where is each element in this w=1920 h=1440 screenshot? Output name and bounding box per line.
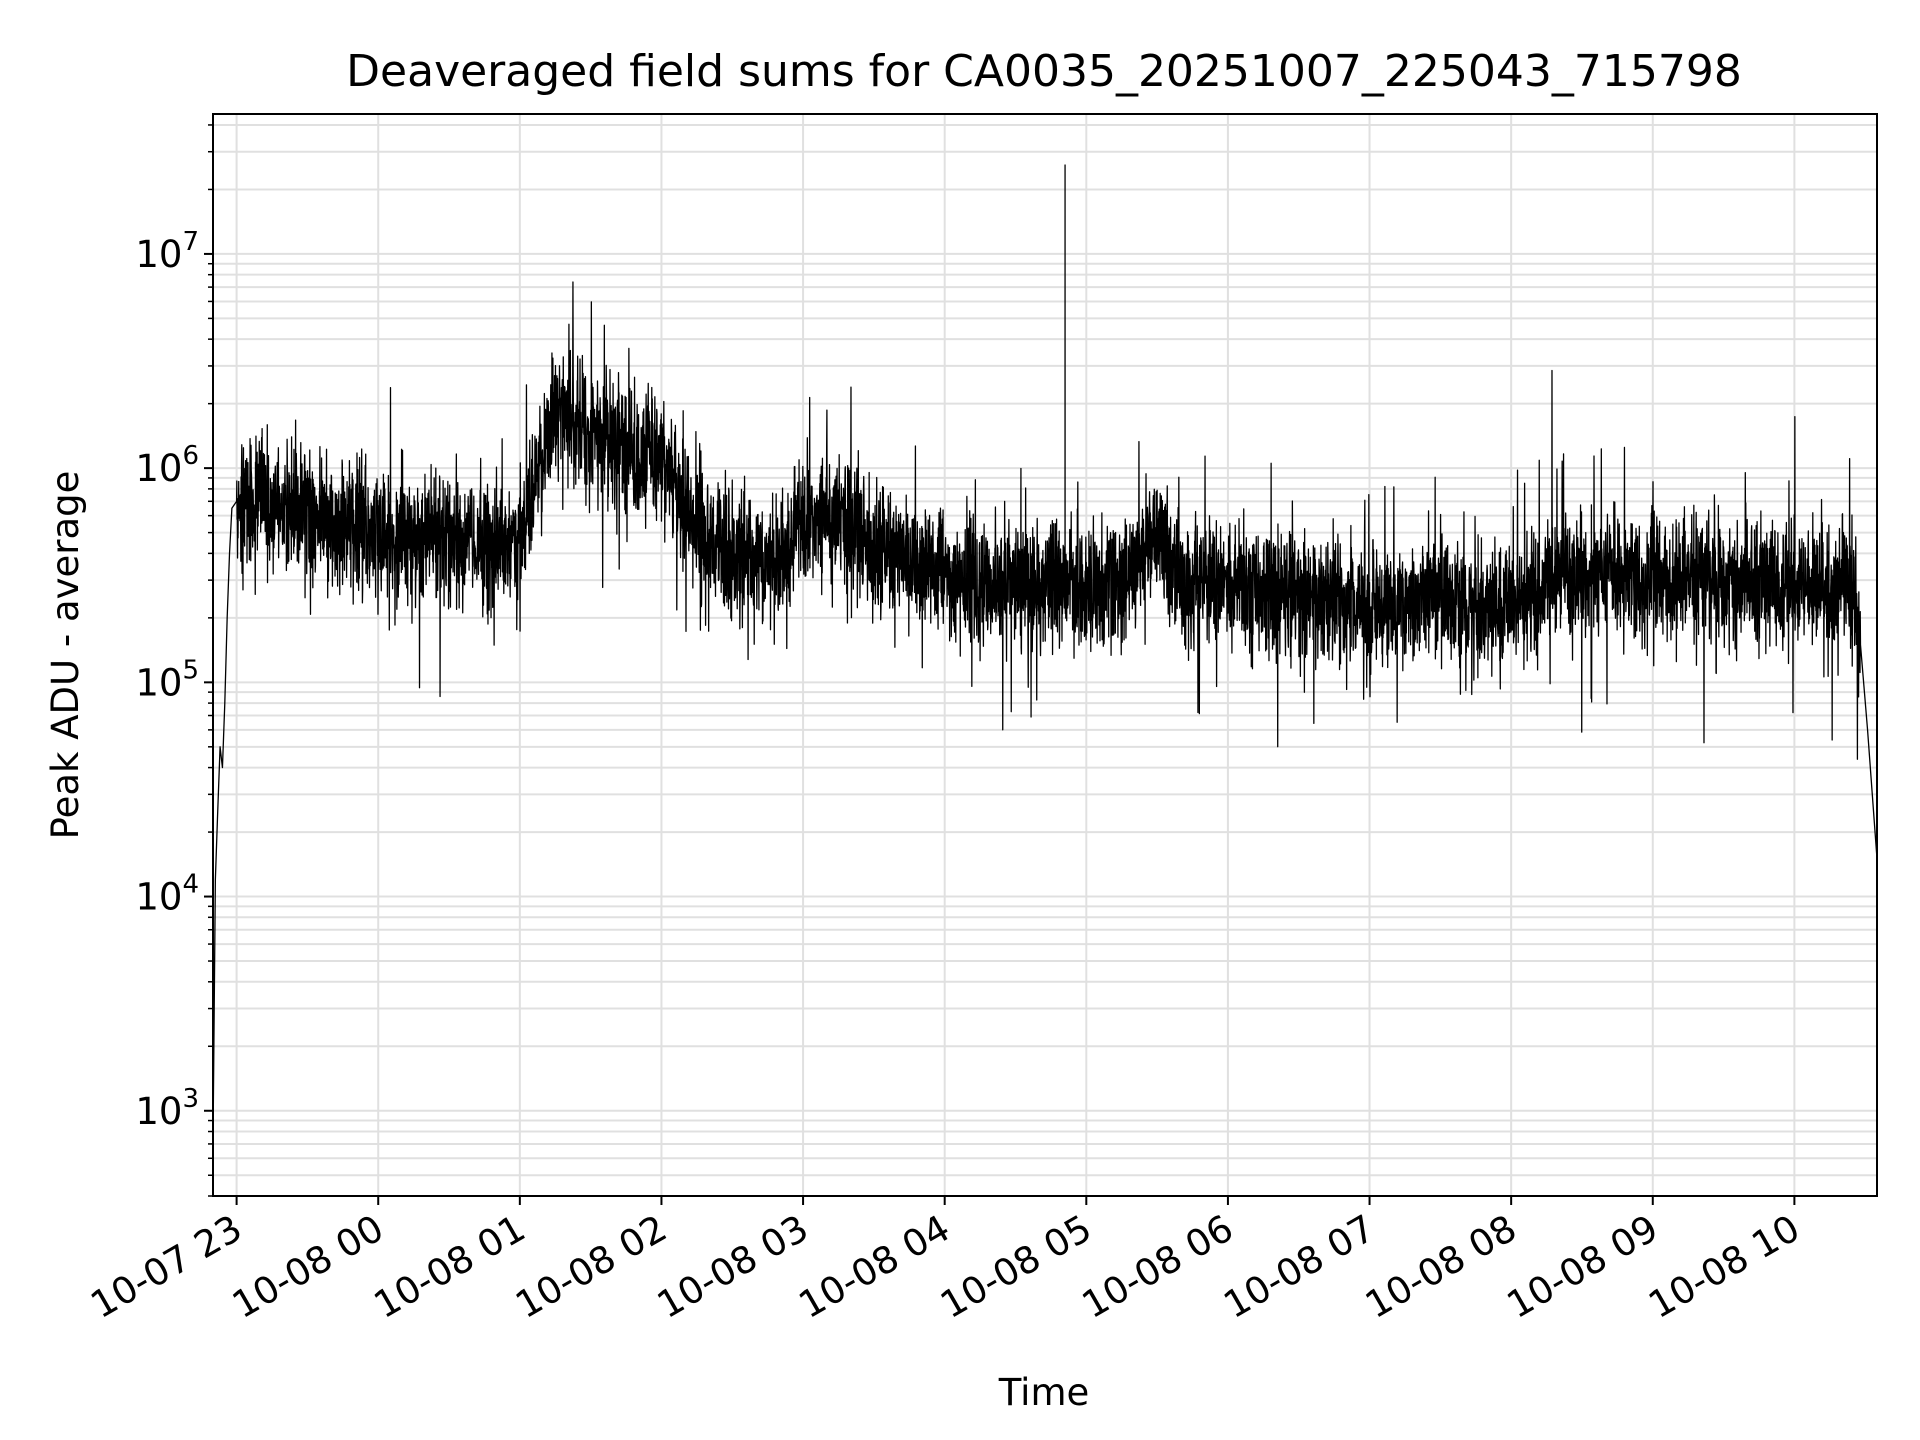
- x-tick-label: 10-08 10: [1641, 1207, 1807, 1327]
- x-axis-label: Time: [998, 1371, 1090, 1414]
- y-tick-label: 103: [135, 1084, 199, 1133]
- x-tick-label: 10-08 00: [225, 1207, 391, 1327]
- plot-frame: [212, 113, 1878, 1197]
- x-tick-label: 10-08 03: [650, 1207, 816, 1327]
- y-axis-label: Peak ADU - average: [44, 471, 87, 840]
- x-tick-label: 10-08 04: [792, 1207, 958, 1327]
- x-tick-label: 10-08 07: [1216, 1207, 1382, 1327]
- y-tick-label: 107: [135, 227, 199, 276]
- x-tick-label: 10-07 23: [84, 1207, 250, 1327]
- x-tick-label: 10-08 02: [508, 1207, 674, 1327]
- series-line: [212, 164, 1878, 1144]
- grid: [213, 114, 1877, 1197]
- x-tick-label: 10-08 05: [933, 1207, 1099, 1327]
- x-tick-label: 10-08 08: [1358, 1207, 1524, 1327]
- x-tick-label: 10-08 01: [367, 1207, 533, 1327]
- y-tick-label: 104: [135, 870, 199, 919]
- y-tick-label: 106: [135, 441, 199, 490]
- x-tick-label: 10-08 09: [1500, 1207, 1666, 1327]
- chart-title: Deaveraged field sums for CA0035_2025100…: [346, 46, 1742, 97]
- x-tick-label: 10-08 06: [1075, 1207, 1241, 1327]
- series-path: [212, 164, 1878, 1144]
- y-tick-label: 105: [135, 655, 199, 704]
